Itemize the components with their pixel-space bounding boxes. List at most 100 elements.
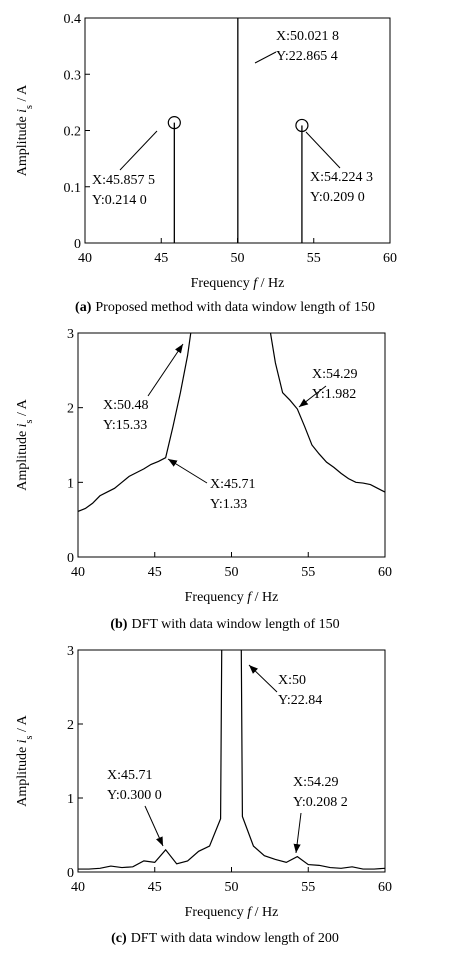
y-axis-label-part: s bbox=[24, 735, 35, 739]
x-tick-label: 40 bbox=[71, 565, 85, 580]
annotation-arrow bbox=[248, 664, 278, 693]
annotation-arrow bbox=[167, 458, 208, 484]
y-axis-label: Amplitude is / A bbox=[15, 398, 35, 490]
annotation-text: X:50 bbox=[278, 673, 306, 688]
x-tick-label: 45 bbox=[154, 251, 168, 266]
x-axis-label-part: f bbox=[253, 276, 259, 291]
y-tick-label: 2 bbox=[67, 402, 74, 417]
y-axis-label: Amplitude is / A bbox=[15, 84, 35, 176]
x-tick-label: 45 bbox=[148, 565, 162, 580]
annotation-text: Y:22.84 bbox=[278, 693, 322, 708]
y-tick-label: 3 bbox=[67, 327, 74, 342]
annotation-line bbox=[119, 130, 158, 171]
line bbox=[78, 333, 385, 513]
y-axis-label-part: / A bbox=[15, 398, 30, 419]
stem-marker bbox=[295, 118, 309, 133]
annotation-text: Y:0.208 2 bbox=[293, 795, 348, 810]
x-tick-label: 40 bbox=[71, 880, 85, 895]
annotation-text: X:50.021 8 bbox=[276, 29, 339, 44]
y-axis-label-part: Amplitude bbox=[15, 427, 30, 490]
annotation-text: Y:0.300 0 bbox=[107, 788, 162, 803]
annotation-text: Y:15.33 bbox=[103, 418, 147, 433]
annotation-text: Y:22.865 4 bbox=[276, 49, 338, 64]
caption-label: (c) bbox=[111, 931, 127, 946]
x-axis-label-part: Frequency bbox=[185, 905, 248, 920]
x-axis-label-part: Frequency bbox=[185, 590, 248, 605]
caption: (b) DFT with data window length of 150 bbox=[110, 617, 339, 632]
x-tick-label: 45 bbox=[148, 880, 162, 895]
y-axis-label-part: i bbox=[15, 739, 30, 743]
annotation-arrow bbox=[298, 385, 327, 408]
caption-text: DFT with data window length of 150 bbox=[131, 617, 339, 632]
x-tick-label: 60 bbox=[383, 251, 397, 266]
annotation-line bbox=[305, 131, 341, 169]
y-tick-label: 2 bbox=[67, 718, 74, 733]
x-axis-label-part: Frequency bbox=[191, 276, 254, 291]
y-tick-label: 1 bbox=[67, 476, 74, 491]
y-tick-label: 0 bbox=[67, 866, 74, 881]
y-axis-label-part: Amplitude bbox=[15, 743, 30, 806]
y-axis-label-part: i bbox=[15, 109, 30, 113]
annotation-text: Y:1.33 bbox=[210, 497, 247, 512]
x-axis-label: Frequency f / Hz bbox=[191, 276, 285, 291]
y-tick-label: 0.2 bbox=[64, 125, 82, 140]
x-axis-label: Frequency f / Hz bbox=[185, 590, 279, 605]
plot bbox=[167, 18, 309, 243]
y-tick-label: 1 bbox=[67, 792, 74, 807]
plot bbox=[78, 333, 385, 513]
y-axis-label-part: / A bbox=[15, 84, 30, 105]
x-tick-label: 60 bbox=[378, 565, 392, 580]
x-tick-label: 55 bbox=[301, 565, 315, 580]
annotation-text: Y:0.209 0 bbox=[310, 190, 365, 205]
caption: (c) DFT with data window length of 200 bbox=[111, 931, 339, 946]
y-axis-label: Amplitude is / A bbox=[15, 714, 35, 806]
y-tick-label: 3 bbox=[67, 644, 74, 659]
annotation-arrow bbox=[144, 805, 164, 847]
caption-label: (a) bbox=[75, 300, 92, 315]
annotation-text: X:54.29 bbox=[312, 367, 358, 382]
x-axis-label-part: f bbox=[247, 905, 253, 920]
annotation-arrow bbox=[293, 812, 302, 854]
y-axis-label-part: s bbox=[24, 419, 35, 423]
x-axis-label: Frequency f / Hz bbox=[185, 905, 279, 920]
annotation-text: Y:1.982 bbox=[312, 387, 356, 402]
annotation-text: X:45.857 5 bbox=[92, 173, 155, 188]
y-tick-label: 0.1 bbox=[64, 181, 82, 196]
x-axis-label-part: / Hz bbox=[251, 590, 278, 605]
plot bbox=[78, 650, 385, 870]
x-tick-label: 60 bbox=[378, 880, 392, 895]
x-tick-label: 55 bbox=[301, 880, 315, 895]
annotation-text: X:54.29 bbox=[293, 775, 339, 790]
line bbox=[78, 650, 385, 870]
annotation-text: Y:0.214 0 bbox=[92, 193, 147, 208]
plot-frame bbox=[77, 649, 386, 873]
annotation-line bbox=[254, 51, 277, 64]
x-tick-label: 50 bbox=[225, 880, 239, 895]
annotation-arrow bbox=[147, 343, 184, 397]
annotation-text: X:54.224 3 bbox=[310, 170, 373, 185]
x-tick-label: 40 bbox=[78, 251, 92, 266]
y-axis-label-part: i bbox=[15, 423, 30, 427]
annotation-text: X:50.48 bbox=[103, 398, 149, 413]
x-tick-label: 50 bbox=[231, 251, 245, 266]
caption-text: DFT with data window length of 200 bbox=[131, 931, 339, 946]
x-axis-label-part: f bbox=[247, 590, 253, 605]
caption-text: Proposed method with data window length … bbox=[95, 300, 375, 315]
y-tick-label: 0 bbox=[74, 237, 81, 252]
annotation-text: X:45.71 bbox=[210, 477, 256, 492]
x-axis-label-part: / Hz bbox=[251, 905, 278, 920]
annotation-text: X:45.71 bbox=[107, 768, 153, 783]
y-tick-label: 0.3 bbox=[64, 68, 82, 83]
x-tick-label: 50 bbox=[225, 565, 239, 580]
y-axis-label-part: Amplitude bbox=[15, 113, 30, 176]
caption-label: (b) bbox=[110, 617, 127, 632]
caption: (a) Proposed method with data window leng… bbox=[75, 300, 375, 315]
x-axis-label-part: / Hz bbox=[257, 276, 284, 291]
y-axis-label-part: s bbox=[24, 105, 35, 109]
y-tick-label: 0.4 bbox=[64, 12, 82, 27]
y-tick-label: 0 bbox=[67, 551, 74, 566]
x-tick-label: 55 bbox=[307, 251, 321, 266]
stem-marker bbox=[167, 116, 181, 130]
y-axis-label-part: / A bbox=[15, 714, 30, 735]
